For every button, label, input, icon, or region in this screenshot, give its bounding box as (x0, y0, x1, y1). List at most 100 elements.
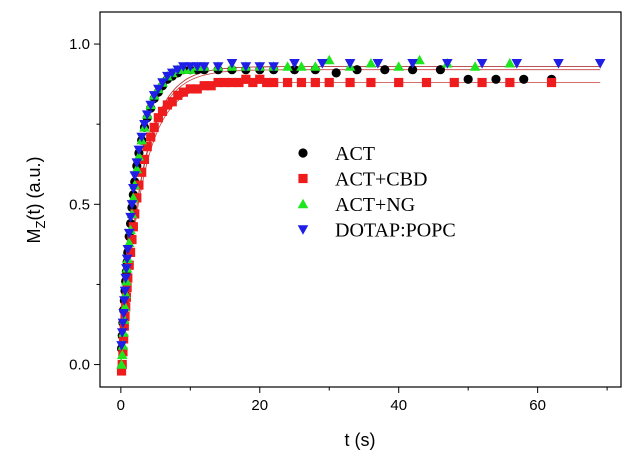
y-tick-label: 0.0 (69, 357, 90, 374)
data-point (119, 286, 131, 297)
data-point (139, 154, 150, 165)
data-point (553, 59, 564, 69)
y-tick-label: 0.5 (69, 196, 90, 213)
data-point (449, 77, 459, 88)
data-point (172, 65, 184, 75)
y-axis-title-rest: (t) (a.u.) (24, 157, 44, 221)
data-point (146, 132, 156, 142)
data-point (116, 359, 127, 369)
data-point (414, 54, 425, 65)
data-point (157, 106, 168, 116)
data-point (116, 328, 128, 338)
data-point (128, 184, 139, 194)
data-point (227, 77, 237, 88)
data-point (178, 62, 189, 72)
data-point (442, 59, 453, 69)
data-point (511, 59, 523, 69)
legend-label: ACT+NG (335, 194, 415, 216)
data-point (226, 59, 238, 69)
x-axis-title: t (s) (345, 430, 376, 450)
data-point (127, 234, 137, 245)
data-point (234, 77, 244, 88)
legend-marker (298, 148, 308, 158)
data-point (123, 228, 135, 239)
legend-marker (298, 173, 308, 184)
data-point (157, 78, 168, 88)
data-point (119, 301, 131, 312)
data-point (254, 62, 266, 72)
data-point (269, 77, 279, 88)
data-point (122, 244, 134, 255)
data-point (121, 264, 132, 274)
data-point (310, 77, 320, 88)
data-point (220, 77, 230, 88)
data-point (323, 54, 335, 65)
data-point (289, 59, 300, 69)
data-point (117, 318, 129, 329)
data-point (125, 212, 136, 223)
data-point (129, 171, 141, 181)
data-point (120, 273, 131, 284)
data-point (407, 59, 418, 69)
data-point (240, 62, 252, 72)
data-point (546, 77, 557, 88)
x-tick-label: 0 (117, 397, 125, 414)
data-point (469, 61, 481, 71)
data-point (136, 132, 147, 143)
data-point (125, 247, 136, 257)
y-axis-title-main: M (24, 228, 44, 243)
data-point (352, 65, 362, 75)
data-point (505, 77, 515, 88)
data-point (345, 77, 355, 88)
data-point (166, 68, 178, 79)
data-point (296, 77, 307, 88)
data-point (519, 74, 529, 84)
data-point (185, 84, 195, 94)
legend: ACT ACT+CBD ACT+NG DOTAP:POPC (297, 143, 456, 242)
legend-label: ACT (335, 143, 375, 165)
data-point (119, 296, 130, 306)
data-point (282, 77, 293, 88)
data-point (394, 77, 404, 88)
data-point (324, 77, 334, 88)
data-point (365, 57, 377, 68)
data-point (192, 84, 202, 94)
data-point (133, 150, 145, 161)
data-point (268, 62, 279, 72)
data-point (206, 81, 216, 91)
data-point (372, 59, 384, 69)
data-point (198, 62, 210, 72)
data-point (477, 77, 487, 88)
data-point (121, 254, 133, 265)
data-point (128, 192, 139, 203)
data-point (408, 65, 418, 75)
fit-line (120, 66, 601, 365)
series-dotap-popc (116, 59, 606, 351)
data-point (191, 62, 203, 72)
data-point (199, 81, 209, 91)
data-point (380, 65, 390, 75)
data-point (393, 61, 404, 71)
data-point (476, 59, 488, 69)
data-point (153, 84, 164, 95)
data-point (178, 87, 188, 97)
data-point (162, 71, 173, 82)
data-point (148, 91, 160, 101)
data-point (296, 61, 307, 71)
data-point (162, 100, 172, 110)
data-point (137, 167, 147, 177)
data-point (119, 321, 129, 331)
data-point (116, 349, 128, 360)
axis-ticks: 0 20 40 60 0.0 0.5 1.0 (69, 36, 608, 414)
data-point (133, 145, 145, 156)
data-point (212, 62, 224, 72)
y-tick-label: 1.0 (69, 36, 90, 53)
data-point (262, 77, 272, 88)
data-point (248, 77, 258, 88)
data-point (134, 180, 144, 190)
data-point (126, 200, 138, 210)
data-point (504, 57, 516, 68)
plot-frame (99, 11, 622, 388)
data-point (131, 163, 143, 174)
